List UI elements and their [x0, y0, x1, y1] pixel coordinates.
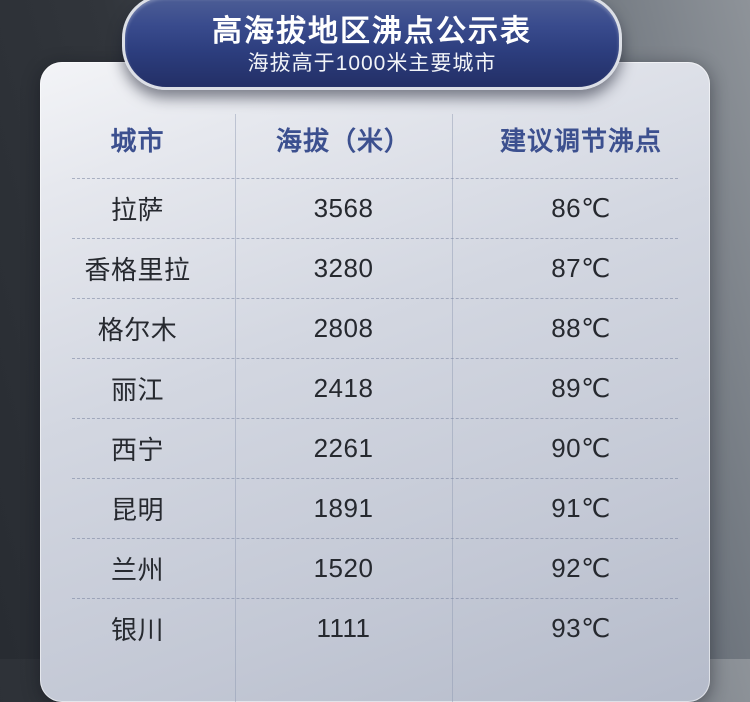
column-header-city: 城市: [110, 126, 165, 156]
cell-city: 银川: [110, 614, 164, 645]
cell-boiling: 86℃: [551, 192, 611, 223]
column-header-boiling: 建议调节沸点: [500, 126, 663, 156]
cell-city: 兰州: [110, 554, 164, 585]
cell-boiling: 89℃: [551, 372, 611, 403]
cell-city: 昆明: [110, 494, 164, 525]
cell-boiling: 93℃: [551, 612, 611, 643]
cell-boiling: 87℃: [551, 252, 611, 283]
cell-city: 拉萨: [110, 194, 164, 225]
table-row: 昆明 1891 91℃: [40, 478, 710, 538]
cell-altitude: 1111: [316, 612, 371, 643]
table-row: 西宁 2261 90℃: [40, 418, 710, 478]
cell-boiling: 91℃: [551, 492, 611, 523]
column-divider-2: [452, 114, 453, 702]
cell-boiling: 88℃: [551, 312, 611, 343]
cell-altitude: 2261: [313, 432, 374, 463]
cell-altitude: 1891: [313, 492, 374, 523]
table-row: 兰州 1520 92℃: [40, 538, 710, 598]
badge-subtitle: 海拔高于1000米主要城市: [247, 52, 497, 76]
table-row: 格尔木 2808 88℃: [40, 298, 710, 358]
cell-altitude: 3280: [313, 252, 374, 283]
cell-boiling: 92℃: [551, 552, 611, 583]
boiling-table-card: 城市 海拔（米） 建议调节沸点 拉萨 3568 86℃ 香格里拉 3280 87…: [40, 62, 710, 702]
table-row: 拉萨 3568 86℃: [40, 178, 710, 238]
column-divider-1: [235, 114, 236, 702]
cell-altitude: 2418: [313, 372, 374, 403]
title-badge: 高海拔地区沸点公示表 海拔高于1000米主要城市: [122, 0, 622, 90]
cell-city: 格尔木: [97, 314, 178, 345]
cell-city: 香格里拉: [84, 254, 191, 285]
cell-city: 西宁: [110, 434, 164, 465]
cell-altitude: 1520: [313, 552, 374, 583]
cell-boiling: 90℃: [551, 432, 611, 463]
table-row: 丽江 2418 89℃: [40, 358, 710, 418]
cell-altitude: 2808: [313, 312, 374, 343]
cell-altitude: 3568: [313, 192, 374, 223]
table-header-row: 城市 海拔（米） 建议调节沸点: [40, 62, 710, 178]
cell-city: 丽江: [110, 374, 164, 405]
badge-title: 高海拔地区沸点公示表: [212, 14, 532, 48]
table-row: 银川 1111 93℃: [40, 598, 710, 658]
column-header-altitude: 海拔（米）: [276, 126, 412, 156]
table-row: 香格里拉 3280 87℃: [40, 238, 710, 298]
